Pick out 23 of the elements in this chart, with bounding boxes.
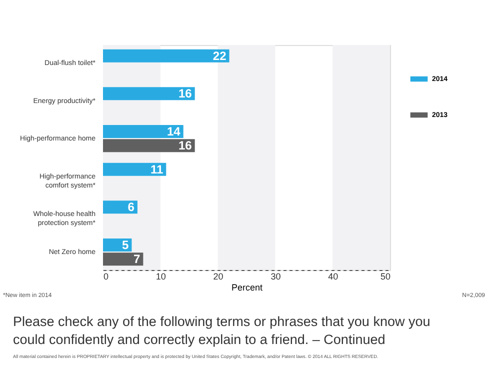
x-tick-label: 0 <box>104 272 109 282</box>
bar <box>103 252 144 266</box>
x-tick-label: 40 <box>328 272 338 282</box>
data-label: 16 <box>178 86 192 101</box>
bar <box>103 87 195 100</box>
x-axis-title: Percent <box>231 282 263 292</box>
x-tick-label: 20 <box>213 272 224 282</box>
x-tick-label: 10 <box>156 272 166 282</box>
text: Please check any of the following terms or phrases that you know you could confidently and correctly explain to a friend. – Continued <box>13 314 430 347</box>
bar <box>103 139 195 152</box>
x-tick-label: 30 <box>270 272 281 282</box>
data-label: 7 <box>133 252 140 266</box>
data-label: 14 <box>167 124 181 138</box>
bar <box>103 49 230 62</box>
x-tick-label: 50 <box>380 272 390 282</box>
data-label: 22 <box>212 48 227 63</box>
data-label: 6 <box>128 200 135 214</box>
bar <box>103 162 166 176</box>
data-label: 5 <box>122 238 130 252</box>
bar <box>103 200 138 214</box>
data-label: 16 <box>178 138 192 153</box>
bar <box>103 125 184 138</box>
data-label: 11 <box>150 162 164 176</box>
